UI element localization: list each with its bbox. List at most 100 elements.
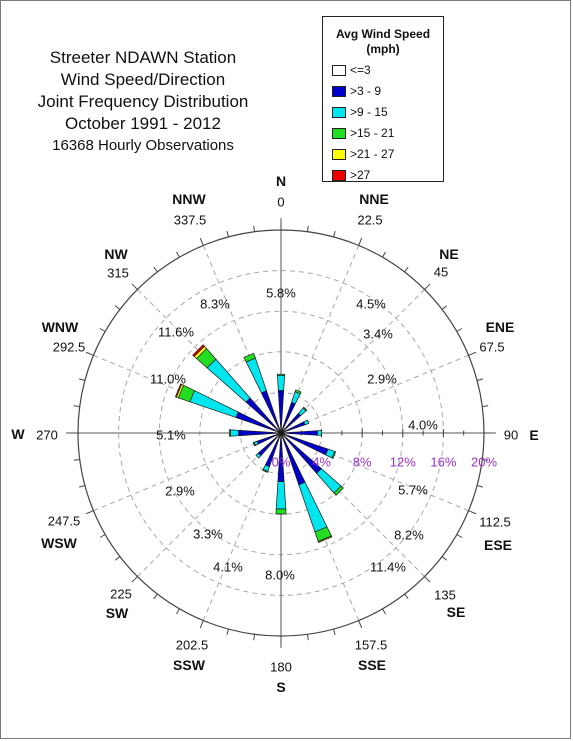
direction-name-SE: SE	[447, 604, 466, 620]
observations-label: 16368 Hourly Observations	[52, 137, 234, 154]
petal-S-2	[275, 481, 287, 510]
frequency-label-ESE: 5.7%	[398, 483, 428, 498]
petal-SW-2	[255, 452, 262, 459]
legend-swatch-calm	[332, 65, 346, 76]
frequency-label-NW: 11.6%	[158, 325, 194, 340]
outer-tick	[468, 351, 477, 356]
direction-degrees-SW: 225	[110, 587, 132, 602]
outer-tick	[73, 405, 80, 407]
radial-tick-label-4: 4%	[312, 455, 331, 470]
frequency-label-SW: 3.3%	[193, 527, 223, 542]
direction-degrees-W: 270	[36, 428, 58, 443]
grid-spoke-WSW	[93, 432, 282, 512]
petal-E-2	[317, 430, 322, 436]
petal-NNW-3	[243, 352, 256, 363]
petal-ESE-3	[331, 450, 337, 459]
grid-spoke-SW	[137, 432, 282, 577]
frequency-label-N: 5.8%	[266, 286, 296, 301]
petal-WSW-3	[252, 441, 256, 447]
direction-degrees-WSW: 247.5	[48, 514, 81, 529]
petal-WNW-2	[189, 390, 239, 418]
outer-tick	[253, 225, 255, 232]
direction-degrees-NNW: 337.5	[174, 213, 207, 228]
petal-S-3	[275, 508, 287, 515]
outer-tick	[456, 534, 463, 538]
outer-tick	[114, 305, 121, 310]
outer-tick	[131, 576, 138, 583]
legend-title: Avg Wind Speed	[335, 27, 431, 41]
outer-tick	[382, 251, 386, 258]
outer-tick	[404, 593, 409, 600]
outer-tick	[468, 510, 477, 515]
petal-NNE-3	[294, 389, 302, 395]
direction-name-E: E	[529, 427, 538, 443]
chart-title-line-4: October 1991 - 2012	[65, 114, 221, 133]
direction-degrees-SSE: 157.5	[355, 638, 388, 653]
outer-tick	[114, 556, 121, 561]
petal-NW-5	[192, 344, 205, 357]
outer-tick	[199, 620, 204, 629]
legend-label-27-plus: >27	[350, 168, 371, 182]
petal-WNW-5	[174, 383, 183, 398]
frequency-label-WNW: 11.0%	[150, 372, 186, 387]
outer-tick	[131, 283, 138, 290]
direction-degrees-SE: 135	[434, 588, 456, 603]
outer-tick	[85, 351, 94, 356]
outer-tick	[199, 237, 204, 246]
outer-tick	[333, 230, 336, 238]
direction-name-SW: SW	[106, 605, 129, 621]
legend-label-21-27: >21 - 27	[350, 147, 395, 161]
direction-name-NNW: NNW	[172, 191, 206, 207]
radial-tick-label-0: 0%	[272, 455, 291, 470]
direction-degrees-NW: 315	[107, 266, 129, 281]
direction-degrees-ENE: 67.5	[479, 340, 504, 355]
outer-tick	[153, 593, 158, 600]
outer-tick	[226, 628, 229, 636]
grid-spoke-ESE	[280, 432, 469, 512]
petal-NNW-2	[245, 357, 267, 394]
outer-tick	[476, 378, 484, 381]
petal-N-2	[277, 374, 285, 391]
direction-name-SSW: SSW	[173, 657, 206, 673]
outer-tick	[253, 634, 255, 641]
direction-name-NE: NE	[439, 246, 458, 262]
frequency-label-W: 5.1%	[156, 428, 186, 443]
outer-tick	[482, 459, 489, 461]
outer-tick	[307, 634, 309, 641]
outer-tick	[73, 459, 80, 461]
petal-NE-3	[302, 406, 308, 412]
frequency-label-ENE: 2.9%	[367, 372, 397, 387]
frequency-label-NNW: 8.3%	[200, 297, 230, 312]
legend-label-15-21: >15 - 21	[350, 126, 395, 140]
legend-swatch-27-plus	[332, 170, 346, 181]
legend-label-9-15: >9 - 15	[350, 105, 388, 119]
frequency-label-NNE: 4.5%	[356, 297, 386, 312]
outer-tick	[358, 237, 363, 246]
radial-tick-label-12: 12%	[390, 455, 416, 470]
chart-title-line-3: Joint Frequency Distribution	[37, 92, 249, 111]
direction-degrees-S: 180	[270, 660, 292, 675]
outer-tick	[78, 378, 86, 381]
petal-W-2	[230, 429, 239, 437]
frequency-label-NE: 3.4%	[363, 327, 393, 342]
petal-N-1	[277, 390, 285, 430]
direction-degrees-SSW: 202.5	[176, 638, 209, 653]
outer-tick	[441, 556, 448, 561]
outer-tick	[456, 328, 463, 332]
direction-name-W: W	[11, 426, 25, 442]
outer-tick	[424, 283, 431, 290]
direction-name-S: S	[276, 679, 285, 695]
legend-swatch-9-15	[332, 107, 346, 118]
petal-ENE-2	[303, 419, 310, 426]
legend-subtitle: (mph)	[366, 42, 400, 56]
outer-tick	[476, 485, 484, 488]
direction-name-SSE: SSE	[358, 657, 386, 673]
outer-tick	[99, 534, 106, 538]
chart-title-line-1: Streeter NDAWN Station	[49, 48, 237, 67]
outer-tick	[153, 266, 158, 273]
frequency-label-SE: 8.2%	[394, 528, 424, 543]
outer-tick	[176, 251, 180, 258]
petal-SSE-2	[298, 481, 328, 533]
radial-tick-label-16: 16%	[430, 455, 456, 470]
